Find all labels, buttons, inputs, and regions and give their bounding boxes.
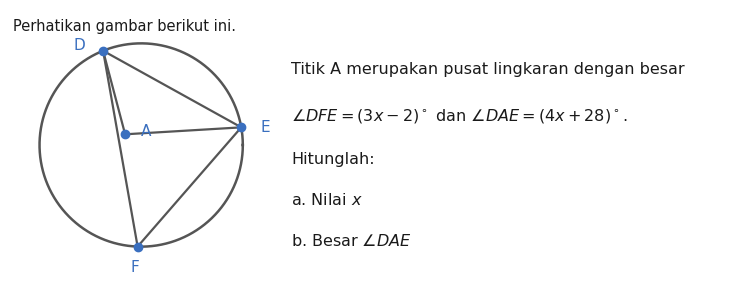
Text: Titik A merupakan pusat lingkaran dengan besar: Titik A merupakan pusat lingkaran dengan… xyxy=(291,62,685,77)
Text: b. Besar $\angle DAE$: b. Besar $\angle DAE$ xyxy=(291,233,412,249)
Text: Perhatikan gambar berikut ini.: Perhatikan gambar berikut ini. xyxy=(13,19,236,34)
Text: E: E xyxy=(261,120,270,135)
Text: A: A xyxy=(141,124,152,139)
Text: a. Nilai $x$: a. Nilai $x$ xyxy=(291,192,363,208)
Text: F: F xyxy=(131,260,140,276)
Text: Hitunglah:: Hitunglah: xyxy=(291,152,375,167)
Text: D: D xyxy=(73,38,85,53)
Text: $\angle DFE = (3x - 2)^\circ$ dan $\angle DAE = (4x + 28)^\circ$.: $\angle DFE = (3x - 2)^\circ$ dan $\angl… xyxy=(291,107,628,125)
